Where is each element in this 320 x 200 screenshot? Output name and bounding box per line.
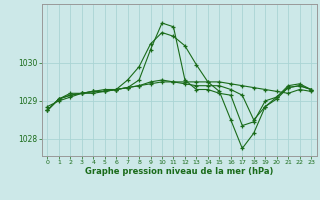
X-axis label: Graphe pression niveau de la mer (hPa): Graphe pression niveau de la mer (hPa) bbox=[85, 167, 273, 176]
